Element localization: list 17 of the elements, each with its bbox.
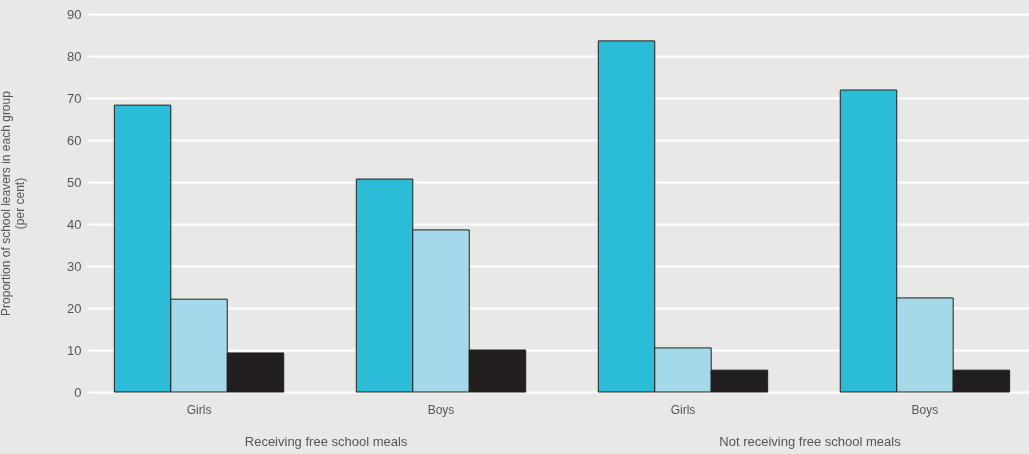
y-tick-label: 80: [67, 48, 82, 64]
y-tick-label: 50: [67, 174, 82, 190]
x-tick-label: Boys: [427, 402, 455, 417]
x-tick-label: Girls: [186, 402, 212, 417]
x-tick-label: Girls: [670, 402, 696, 417]
text: Receiving free school meals: [244, 434, 408, 449]
y-tick-label: 10: [67, 342, 82, 358]
y-tick-label: 30: [67, 258, 82, 274]
y-tick-label: 40: [67, 216, 82, 232]
x-tick-label: Boys: [911, 402, 939, 417]
y-tick-label: 0: [74, 384, 82, 400]
y-tick-label: 70: [67, 90, 82, 106]
text: Not receiving free school meals: [719, 434, 902, 449]
y-tick-label: 20: [67, 300, 82, 316]
y-tick-label: 60: [67, 132, 82, 148]
y-tick-label: 90: [67, 6, 82, 22]
y-axis-title: Proportion of school leavers in each group (per cent): [0, 90, 28, 316]
